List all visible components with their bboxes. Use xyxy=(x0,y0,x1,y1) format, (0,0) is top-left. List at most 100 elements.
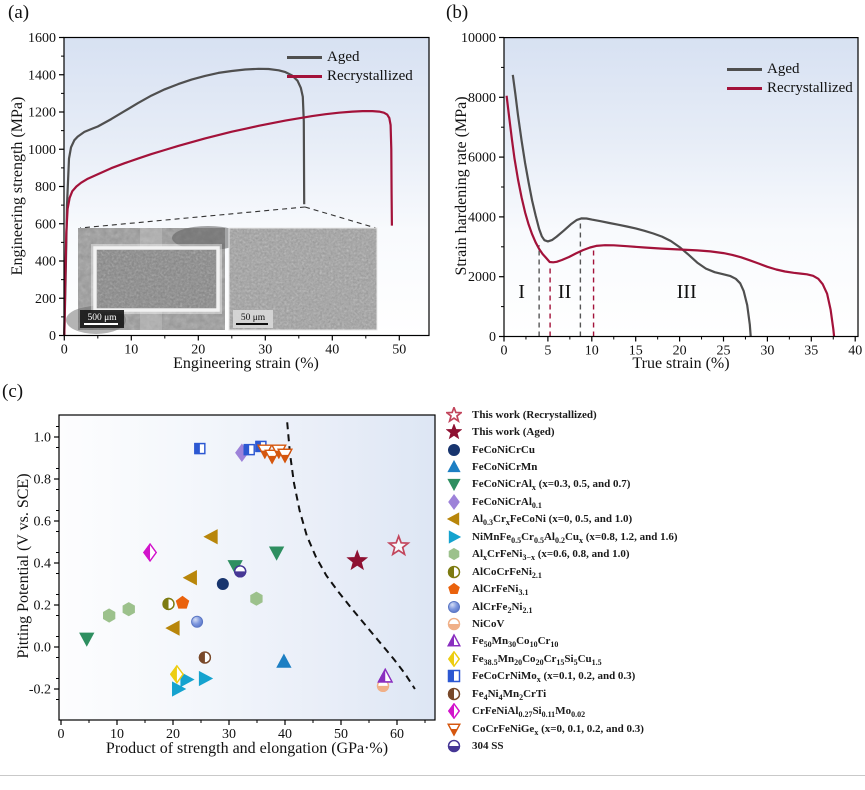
legend-entry-label: AlxCrFeNi3−x (x=0.6, 0.8, and 1.0) xyxy=(472,548,630,563)
svg-text:1200: 1200 xyxy=(28,106,56,121)
legend-marker-icon xyxy=(447,739,461,753)
aged-line-swatch xyxy=(727,68,762,71)
legend-entry-15: FeCoCrNiMox (x=0.1, 0.2, and 0.3) xyxy=(446,668,678,685)
legend-marker-icon xyxy=(448,600,460,613)
svg-text:800: 800 xyxy=(35,180,56,195)
legend-entry-9: AlCoCrFeNi2.1 xyxy=(446,563,678,580)
marker-tri-down-solid xyxy=(79,632,95,647)
legend-marker-icon xyxy=(447,703,461,720)
marker-tri-left-solid xyxy=(165,620,180,636)
legend-marker-icon xyxy=(448,493,460,510)
legend-item-recrystallized: Recrystallized xyxy=(287,67,413,86)
svg-text:600: 600 xyxy=(35,217,56,232)
svg-text:0.6: 0.6 xyxy=(34,515,52,530)
svg-text:30: 30 xyxy=(222,727,236,742)
svg-text:40: 40 xyxy=(325,343,339,358)
svg-text:20: 20 xyxy=(166,727,180,742)
legend-marker-icon xyxy=(446,406,462,423)
legend-entry-label: CrFeNiAl0.27Si0.11Mo0.02 xyxy=(472,705,586,720)
marker-hexagon-solid xyxy=(250,591,263,606)
recrystallized-line-swatch xyxy=(727,87,762,90)
legend-label-aged: Aged xyxy=(767,61,800,77)
property-tradeoff-boundary xyxy=(286,422,416,690)
marker-tri-right-solid xyxy=(448,530,462,544)
series-aged-curve xyxy=(511,74,752,337)
panel-b-xlabel: True strain (%) xyxy=(632,355,730,372)
marker-hexagon-solid xyxy=(103,608,116,623)
panel-a-legend: Aged Recrystallized xyxy=(287,48,413,86)
svg-text:10000: 10000 xyxy=(461,31,496,46)
legend-entry-label: AlCrFeNi3.1 xyxy=(472,583,529,598)
marker-tri-left-solid xyxy=(182,570,197,586)
legend-entry-label: This work (Recrystallized) xyxy=(472,408,597,421)
marker-tri-right-solid xyxy=(172,681,187,697)
svg-text:50 μm: 50 μm xyxy=(241,313,266,323)
marker-star-solid xyxy=(446,424,462,440)
svg-text:0: 0 xyxy=(58,727,65,742)
legend-marker-icon xyxy=(446,424,462,440)
legend-entry-0: This work (Recrystallized) xyxy=(446,406,678,423)
legend-entry-label: FeCoNiCrCu xyxy=(472,443,535,456)
legend-entry-7: NiMnFe0.5Cr0.5Al0.2Cux (x=0.8, 1.2, and … xyxy=(446,528,678,545)
legend-marker-icon xyxy=(446,512,460,526)
legend-entry-label: AlCrFe2Ni2.1 xyxy=(472,600,533,615)
region-label-III: III xyxy=(677,281,697,303)
panel-c-xlabel: Product of strength and elongation (GPa·… xyxy=(105,740,389,757)
legend-marker-icon xyxy=(447,633,461,647)
svg-text:5: 5 xyxy=(544,344,551,359)
legend-entry-14: Fe38.5Mn20Co20Cr15Si5Cu1.5 xyxy=(446,650,678,667)
legend-entry-4: FeCoNiCrAlx (x=0.3, 0.5, and 0.7) xyxy=(446,476,678,493)
legend-entry-label: Al0.3CrxFeCoNi (x=0, 0.5, and 1.0) xyxy=(472,513,633,528)
panel-b-ylabel: Strain hardening rate (MPa) xyxy=(453,96,470,276)
legend-entry-13: Fe50Mn30Co10Cr10 xyxy=(446,633,678,650)
legend-item-aged: Aged xyxy=(727,60,853,79)
svg-text:6000: 6000 xyxy=(468,151,496,166)
svg-text:60: 60 xyxy=(390,727,404,742)
svg-text:0.2: 0.2 xyxy=(34,599,52,614)
svg-text:35: 35 xyxy=(804,344,818,359)
legend-entry-8: AlxCrFeNi3−x (x=0.6, 0.8, and 1.0) xyxy=(446,546,678,563)
legend-marker-icon xyxy=(447,723,461,737)
legend-entry-label: NiMnFe0.5Cr0.5Al0.2Cux (x=0.8, 1.2, and … xyxy=(472,530,678,545)
legend-entry-1: This work (Aged) xyxy=(446,423,678,440)
marker-diamond-half-left xyxy=(447,703,461,720)
region-label-I: I xyxy=(518,281,525,303)
legend-entry-2: FeCoNiCrCu xyxy=(446,441,678,458)
legend-marker-icon xyxy=(447,687,461,700)
marker-star-solid xyxy=(346,549,369,571)
marker-circle-solid xyxy=(448,443,460,456)
svg-text:10: 10 xyxy=(124,343,138,358)
svg-text:10: 10 xyxy=(110,727,124,742)
series-recrystallized-curve xyxy=(63,110,393,336)
marker-hexagon-solid xyxy=(448,548,460,561)
svg-text:15: 15 xyxy=(629,344,643,359)
svg-text:50: 50 xyxy=(334,727,348,742)
legend-entry-label: FeCoNiCrAlx (x=0.3, 0.5, and 0.7) xyxy=(472,478,631,493)
legend-entry-label: AlCoCrFeNi2.1 xyxy=(472,565,542,580)
panel-a-xlabel: Engineering strain (%) xyxy=(173,355,319,372)
legend-item-aged: Aged xyxy=(287,48,413,67)
legend-entry-17: CrFeNiAl0.27Si0.11Mo0.02 xyxy=(446,702,678,720)
legend-marker-icon xyxy=(447,670,461,683)
marker-tri-right-solid xyxy=(198,670,214,687)
panel-b-label: (b) xyxy=(446,2,469,23)
svg-text:0: 0 xyxy=(489,330,496,345)
legend-entry-label: FeCoNiCrAl0.1 xyxy=(472,495,542,511)
legend-marker-icon xyxy=(447,650,461,667)
svg-text:1.0: 1.0 xyxy=(34,431,52,446)
legend-item-recrystallized: Recrystallized xyxy=(727,79,853,98)
svg-text:0.4: 0.4 xyxy=(34,557,52,572)
marker-circle-sphere xyxy=(191,615,204,628)
marker-tri-up-half-left xyxy=(377,667,394,683)
legend-marker-icon xyxy=(448,530,462,544)
marker-hexagon-solid xyxy=(122,602,135,617)
svg-text:50: 50 xyxy=(392,343,406,358)
marker-tri-right-solid xyxy=(180,671,195,688)
svg-text:400: 400 xyxy=(35,255,56,270)
marker-circle-half-left xyxy=(162,597,175,611)
marker-tri-down-solid xyxy=(268,546,285,561)
svg-text:20: 20 xyxy=(673,344,687,359)
legend-entry-18: CoCrFeNiGex (x=0, 0.1, 0.2, and 0.3) xyxy=(446,720,678,737)
marker-circle-half-bottom xyxy=(447,739,461,753)
